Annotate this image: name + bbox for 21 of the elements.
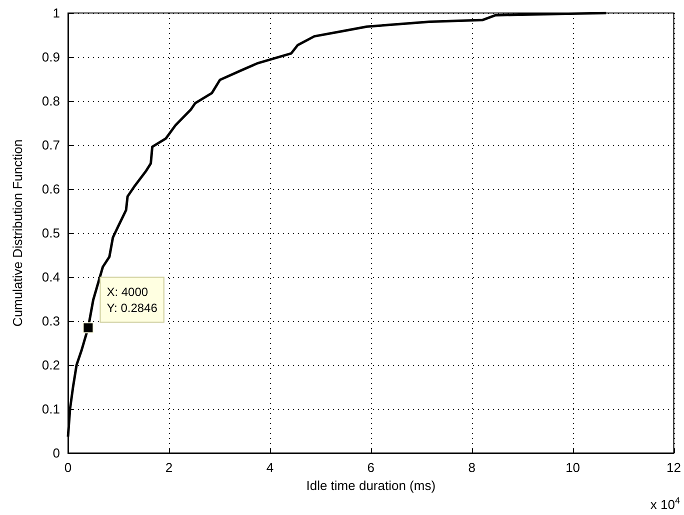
y-tick-label: 0.3 bbox=[42, 314, 60, 328]
y-tick-label: 0.5 bbox=[42, 226, 60, 240]
annotation: X: 4000 Y: 0.2846 bbox=[106, 284, 158, 315]
x-tick-label: 2 bbox=[165, 460, 173, 475]
x-tick-label: 6 bbox=[367, 460, 374, 475]
x-tick-label: 8 bbox=[468, 460, 476, 475]
y-tick-label: 0.7 bbox=[42, 138, 60, 152]
x-axis-title: Idle time duration (ms) bbox=[306, 478, 436, 493]
x-tick-label: 12 bbox=[666, 460, 682, 475]
x-tick-label: 0 bbox=[64, 460, 72, 475]
y-axis-title: Cumulative Distribution Function bbox=[10, 139, 25, 327]
y-tick-label: 0.1 bbox=[42, 402, 60, 416]
x-tick-label: 4 bbox=[266, 460, 274, 475]
y-tick-label: 0 bbox=[52, 446, 60, 460]
y-tick-label: 0.9 bbox=[42, 50, 60, 64]
y-tick-label: 0.6 bbox=[42, 182, 60, 196]
y-tick-label: 0.4 bbox=[42, 270, 60, 284]
y-tick-label: 0.8 bbox=[42, 94, 60, 108]
y-tick-label: 1 bbox=[52, 6, 60, 20]
x-tick-label: 10 bbox=[566, 460, 580, 475]
y-tick-label: 0.2 bbox=[42, 358, 60, 372]
